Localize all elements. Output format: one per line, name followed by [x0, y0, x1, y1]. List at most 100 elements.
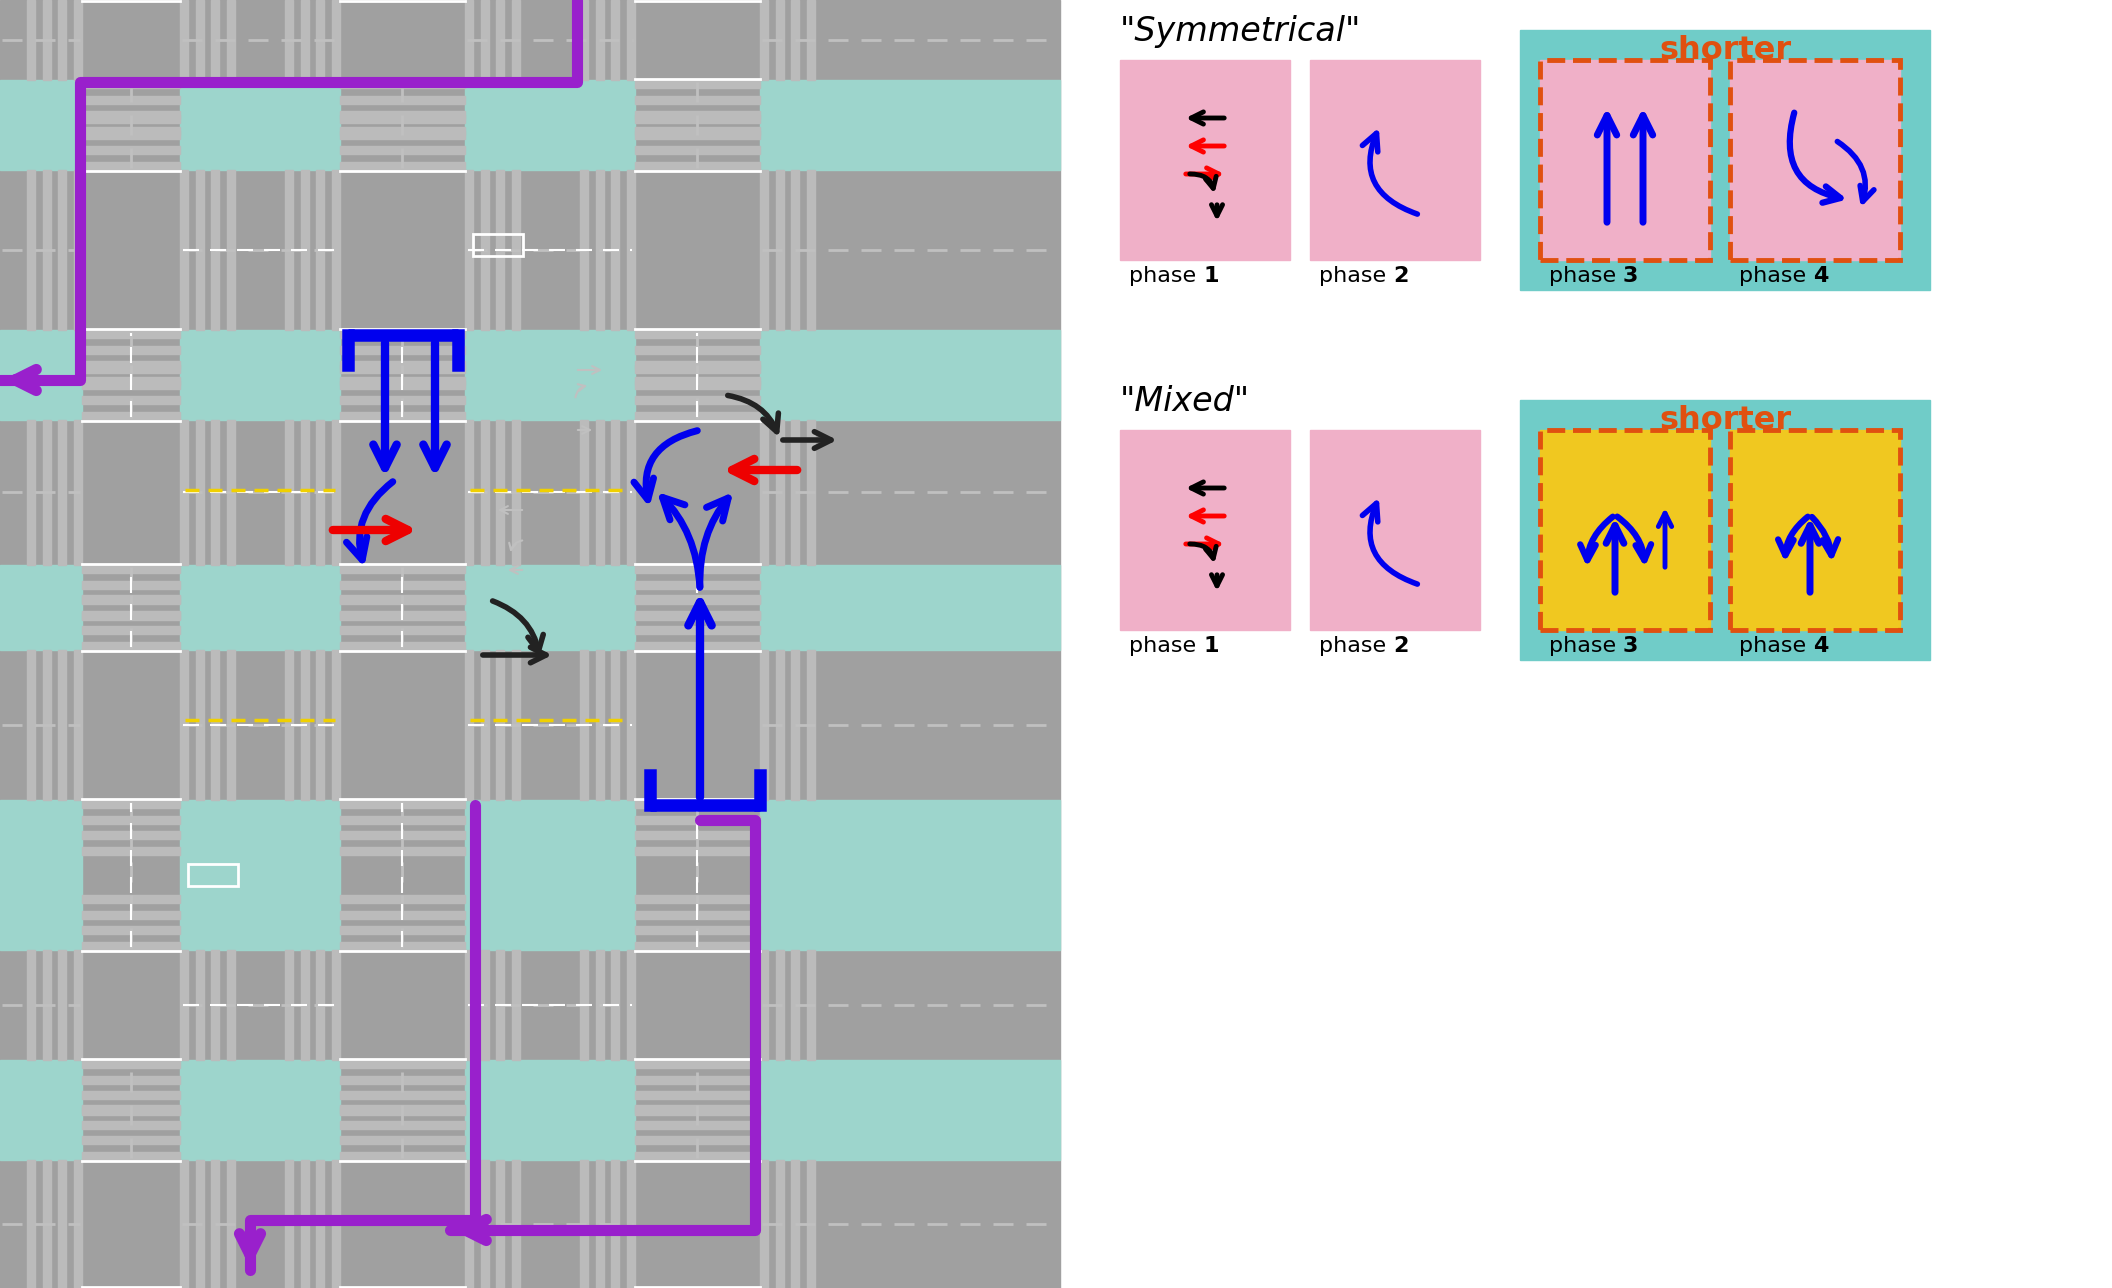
Bar [636, 565, 760, 573]
Bar [300, 1160, 308, 1288]
Bar [180, 330, 340, 420]
Bar [340, 80, 465, 88]
Bar [180, 0, 188, 80]
Bar [82, 800, 180, 808]
Bar [807, 951, 815, 1060]
Bar [82, 895, 180, 903]
Bar [82, 345, 180, 354]
Bar [82, 832, 180, 840]
Bar [82, 643, 180, 650]
Bar [775, 0, 784, 80]
Bar [180, 1160, 188, 1288]
Bar [636, 365, 760, 372]
Bar [340, 362, 465, 370]
Bar [332, 1160, 340, 1288]
Text: phase: phase [1318, 636, 1394, 656]
Text: phase: phase [1738, 267, 1812, 286]
Bar [340, 911, 465, 918]
Bar [332, 420, 340, 565]
Bar [511, 0, 520, 80]
Bar [496, 420, 505, 565]
Bar [340, 1075, 465, 1083]
Bar [82, 595, 180, 603]
Bar [42, 650, 51, 800]
Bar [511, 420, 520, 565]
Bar [317, 170, 325, 330]
Bar [340, 895, 465, 903]
Bar [317, 420, 325, 565]
Bar [636, 95, 760, 103]
Bar [636, 1060, 760, 1068]
Bar [340, 1153, 465, 1160]
Text: 1: 1 [1204, 267, 1219, 286]
Bar [636, 848, 760, 855]
Bar [196, 1160, 203, 1288]
Bar [340, 926, 465, 934]
Bar [636, 1105, 760, 1113]
Bar [1119, 430, 1290, 630]
Bar [636, 895, 760, 903]
Bar [340, 381, 465, 389]
Bar [612, 650, 619, 800]
Bar [340, 330, 465, 337]
Bar [196, 0, 203, 80]
Bar [482, 420, 488, 565]
Bar [340, 1108, 465, 1115]
Bar [627, 170, 636, 330]
Bar [228, 170, 234, 330]
Bar [511, 951, 520, 1060]
Text: phase: phase [1128, 636, 1204, 656]
Bar [612, 420, 619, 565]
Text: 1: 1 [1204, 636, 1219, 656]
Bar [636, 130, 760, 139]
Bar [511, 650, 520, 800]
Bar [496, 1160, 505, 1288]
Bar [82, 330, 180, 337]
Bar [74, 420, 82, 565]
Bar [180, 170, 188, 330]
Bar [496, 0, 505, 80]
Bar [180, 420, 188, 565]
Text: 4: 4 [1812, 267, 1829, 286]
Text: phase: phase [1318, 267, 1394, 286]
Bar [27, 650, 36, 800]
Bar [332, 951, 340, 1060]
Bar [82, 365, 180, 372]
Bar [27, 1160, 36, 1288]
Bar [636, 345, 760, 354]
Bar [82, 115, 180, 122]
Bar [340, 612, 465, 620]
Bar [211, 650, 220, 800]
Bar [285, 650, 294, 800]
Bar [636, 147, 760, 155]
Bar [581, 170, 587, 330]
Text: 2: 2 [1394, 267, 1409, 286]
Bar [807, 650, 815, 800]
Bar [496, 170, 505, 330]
Bar [82, 1075, 180, 1083]
Bar [211, 420, 220, 565]
Bar [482, 650, 488, 800]
Bar [285, 951, 294, 1060]
Bar [82, 80, 180, 88]
Bar [636, 1121, 760, 1128]
Bar [465, 1160, 473, 1288]
Bar [340, 412, 465, 420]
Bar [340, 95, 465, 103]
Bar [82, 581, 180, 589]
Bar [482, 951, 488, 1060]
Bar [0, 565, 82, 650]
Bar [1730, 430, 1901, 630]
Bar [775, 420, 784, 565]
Bar [636, 362, 760, 370]
Bar [82, 162, 180, 170]
Bar [82, 412, 180, 420]
Bar [0, 80, 82, 170]
Bar [340, 112, 465, 120]
Bar [496, 951, 505, 1060]
Bar [340, 800, 465, 808]
Bar [82, 611, 180, 618]
Bar [82, 1091, 180, 1099]
Bar [180, 650, 188, 800]
Bar [465, 650, 473, 800]
